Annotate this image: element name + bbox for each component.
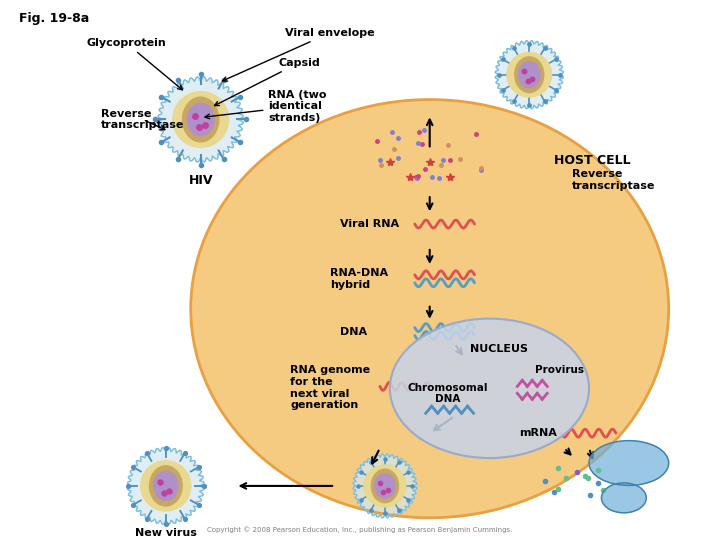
- Ellipse shape: [601, 483, 647, 513]
- Text: Fig. 19-8a: Fig. 19-8a: [19, 12, 90, 25]
- Text: RNA-DNA
hybrid: RNA-DNA hybrid: [330, 268, 388, 289]
- Circle shape: [507, 52, 552, 97]
- Circle shape: [173, 92, 228, 147]
- Text: Chromosomal
DNA: Chromosomal DNA: [408, 382, 488, 404]
- Circle shape: [140, 461, 191, 511]
- Text: Provirus: Provirus: [535, 366, 584, 375]
- Text: RNA genome
for the
next viral
generation: RNA genome for the next viral generation: [290, 366, 370, 410]
- Text: Reverse
transcriptase: Reverse transcriptase: [572, 169, 655, 191]
- Polygon shape: [495, 40, 563, 109]
- Ellipse shape: [187, 103, 214, 136]
- Text: HOST CELL: HOST CELL: [554, 154, 631, 167]
- Ellipse shape: [183, 97, 219, 142]
- Polygon shape: [158, 77, 243, 162]
- Ellipse shape: [518, 62, 540, 87]
- Text: Copyright © 2008 Pearson Education, Inc., publishing as Pearson Benjamin Cumming: Copyright © 2008 Pearson Education, Inc.…: [207, 526, 513, 533]
- Text: New virus: New virus: [135, 528, 197, 538]
- Text: Viral RNA: Viral RNA: [340, 219, 399, 229]
- Ellipse shape: [390, 319, 589, 458]
- Text: NUCLEUS: NUCLEUS: [470, 343, 528, 354]
- Text: DNA: DNA: [340, 327, 367, 336]
- Polygon shape: [353, 454, 417, 518]
- Text: Glycoprotein: Glycoprotein: [86, 38, 182, 90]
- Ellipse shape: [515, 57, 544, 92]
- Text: RNA (two
identical
strands): RNA (two identical strands): [205, 90, 327, 123]
- Text: HIV: HIV: [189, 174, 213, 187]
- Text: Viral envelope: Viral envelope: [222, 28, 375, 81]
- Circle shape: [364, 465, 406, 507]
- Ellipse shape: [375, 474, 395, 498]
- Ellipse shape: [154, 471, 178, 501]
- Text: Reverse
transcriptase: Reverse transcriptase: [101, 109, 184, 130]
- Ellipse shape: [150, 466, 182, 506]
- Polygon shape: [127, 448, 204, 524]
- Ellipse shape: [589, 441, 669, 485]
- Ellipse shape: [372, 469, 398, 503]
- Ellipse shape: [191, 99, 669, 518]
- Text: Capsid: Capsid: [215, 58, 320, 106]
- Text: mRNA: mRNA: [519, 428, 557, 438]
